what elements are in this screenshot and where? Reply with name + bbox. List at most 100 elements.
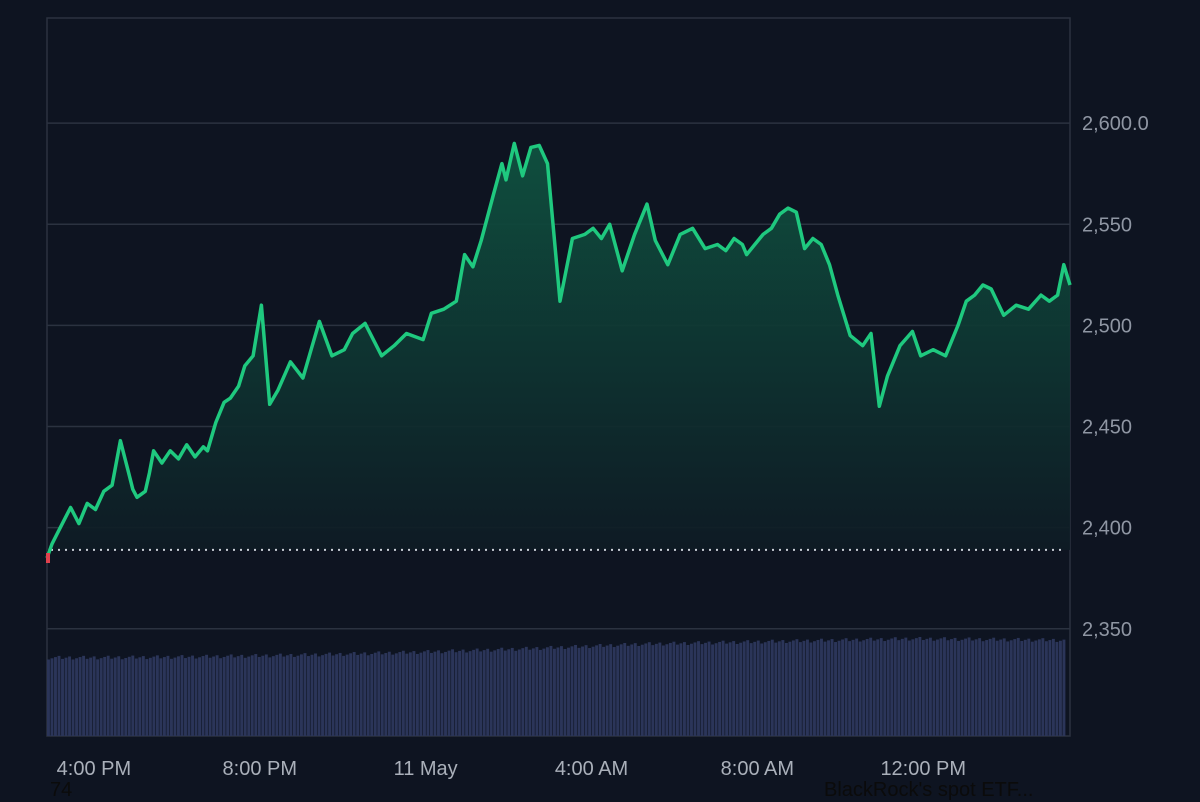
volume-bar [148, 657, 152, 736]
volume-bar [152, 656, 156, 736]
volume-bar [1013, 639, 1017, 736]
volume-bar [545, 647, 549, 736]
volume-bar [588, 648, 592, 736]
volume-bar [233, 657, 237, 736]
volume-bar [440, 653, 444, 736]
volume-bar [739, 642, 743, 736]
volume-bar [876, 639, 880, 736]
volume-bar [851, 639, 855, 736]
volume-bar [623, 642, 627, 736]
volume-bar [935, 639, 939, 736]
volume-bar [299, 654, 303, 736]
volume-bar [971, 640, 975, 736]
volume-bar [345, 654, 349, 736]
volume-bar [451, 649, 454, 736]
volume-bar [577, 647, 581, 736]
volume-bar [872, 640, 876, 736]
volume-bar [124, 658, 128, 736]
start-price-marker [46, 553, 50, 564]
volume-bar [363, 652, 367, 736]
volume-bar [205, 654, 209, 736]
volume-bar [827, 640, 830, 736]
volume-bar [1002, 638, 1006, 736]
footer-news-link[interactable]: BlackRock's spot ETF... [824, 779, 1034, 801]
volume-bar [1058, 640, 1062, 736]
y-tick-label: 2,500 [1082, 315, 1132, 337]
volume-bar [844, 638, 848, 736]
volume-bar [415, 653, 419, 736]
volume-bar [595, 645, 599, 736]
volume-bar [605, 645, 609, 736]
x-tick-label: 8:00 AM [721, 758, 794, 780]
volume-bar [335, 654, 339, 736]
volume-bar [950, 639, 953, 736]
volume-bar [1062, 639, 1066, 736]
y-tick-label: 2,350 [1082, 619, 1132, 641]
volume-bar [654, 643, 658, 736]
volume-bar [71, 659, 75, 736]
volume-bar [331, 655, 335, 736]
volume-bar [177, 656, 180, 736]
volume-bar [472, 649, 476, 736]
x-tick-label: 4:00 AM [555, 758, 628, 780]
volume-bar [574, 644, 577, 736]
volume-bar [268, 657, 272, 736]
volume-bar [159, 658, 163, 736]
volume-bar [166, 655, 170, 736]
volume-bar [932, 640, 936, 736]
volume-bar [855, 638, 859, 736]
volume-bar [911, 639, 915, 736]
volume-bar [342, 655, 346, 736]
volume-bar [61, 658, 64, 736]
volume-bar [169, 658, 173, 736]
volume-bar [770, 639, 774, 736]
volume-bar [264, 654, 268, 736]
volume-bar [514, 650, 518, 736]
volume-bar [805, 639, 809, 736]
volume-bar [918, 636, 922, 736]
volume-bar [732, 641, 736, 736]
volume-bar [830, 639, 834, 736]
volume-bar [180, 655, 184, 736]
volume-bar [370, 653, 374, 736]
volume-bar [328, 652, 332, 736]
volume-bar [1006, 641, 1010, 736]
volume-bar [795, 639, 799, 736]
volume-bar [236, 656, 240, 736]
volume-bar [422, 651, 426, 736]
volume-bar [791, 640, 795, 736]
volume-bar [725, 643, 729, 736]
volume-bar [693, 642, 697, 736]
volume-bar [310, 654, 314, 736]
volume-bar [359, 653, 363, 736]
volume-bar [985, 640, 989, 736]
y-axis-ticks: 2,350 2,400 2,450 2,500 2,550 2,600.0 [1082, 113, 1149, 641]
price-line [45, 141, 1072, 559]
volume-bar [581, 646, 585, 736]
volume-bar [271, 656, 275, 736]
volume-bar [556, 647, 560, 736]
volume-bar [461, 649, 465, 736]
volume-bar [735, 643, 739, 736]
volume-bar [612, 647, 616, 736]
volume-bar [690, 643, 693, 736]
volume-bar [651, 645, 655, 736]
volume-bar [208, 657, 212, 736]
volume-bar [640, 644, 644, 736]
volume-bar [479, 651, 483, 736]
volume-bar [760, 643, 764, 736]
volume-bar [510, 647, 514, 736]
volume-bar [475, 648, 479, 736]
volume-bar [609, 644, 613, 736]
volume-bar [321, 655, 324, 736]
volume-bar [113, 657, 117, 736]
volume-bar [718, 641, 722, 736]
volume-bar [401, 650, 405, 736]
volume-bar [103, 656, 107, 736]
volume-bar [749, 643, 753, 736]
volume-bar [823, 641, 827, 736]
volume-bar [261, 655, 265, 736]
footer-counter-text: 74 [50, 779, 73, 801]
volume-bar [992, 637, 996, 736]
volume-bar [96, 659, 100, 736]
